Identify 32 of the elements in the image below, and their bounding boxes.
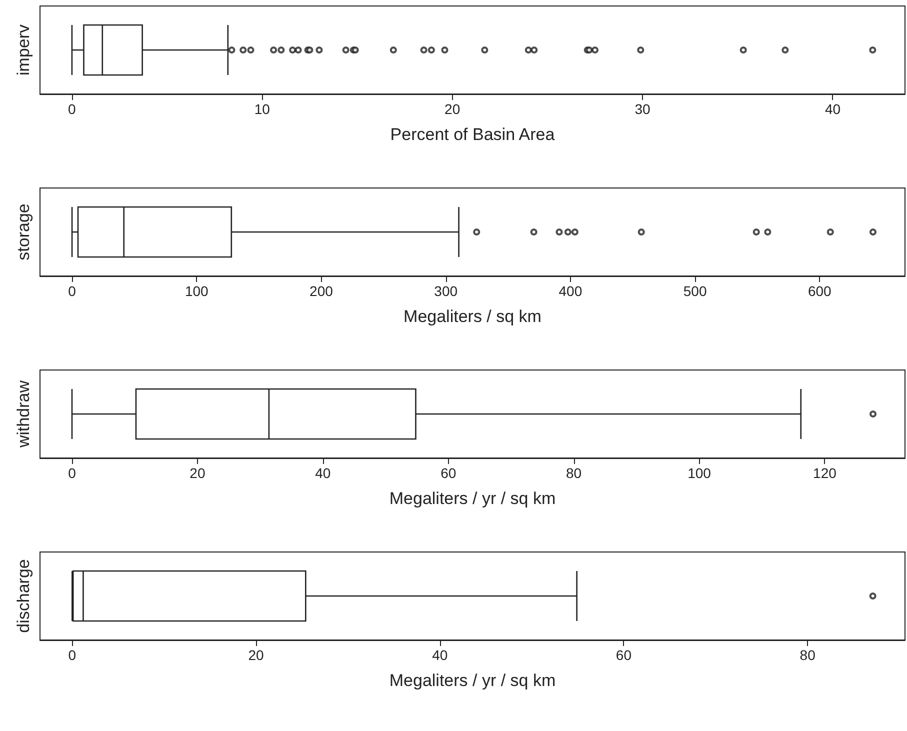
x-tick-label: 60 [616,647,632,663]
x-tick-label: 100 [184,283,209,299]
x-tick-label: 100 [688,465,712,481]
y-tick-label: withdraw [14,380,33,449]
x-tick-label: 0 [68,647,76,663]
x-tick-label: 60 [440,465,456,481]
x-tick-label: 400 [558,283,582,299]
x-tick-label: 10 [254,101,270,117]
x-axis-title: Megaliters / yr / sq km [389,671,556,690]
y-tick-label: storage [14,204,33,260]
x-tick-label: 0 [68,101,76,117]
x-tick-label: 300 [434,283,458,299]
x-tick-label: 30 [634,101,651,117]
y-tick-label: discharge [14,559,33,633]
x-tick-label: 20 [248,647,264,663]
x-tick-label: 40 [824,101,841,117]
x-tick-label: 200 [310,283,334,299]
x-axis-title: Percent of Basin Area [390,125,556,144]
x-tick-label: 80 [566,465,582,481]
x-tick-label: 0 [68,465,76,481]
x-tick-label: 20 [444,101,460,117]
x-tick-label: 600 [808,283,832,299]
x-tick-label: 120 [813,465,837,481]
x-tick-label: 0 [68,283,76,299]
x-tick-label: 40 [432,647,448,663]
x-tick-label: 80 [800,647,816,663]
x-axis-title: Megaliters / sq km [404,307,542,326]
x-tick-label: 40 [315,465,331,481]
x-axis-title: Megaliters / yr / sq km [389,489,556,508]
x-tick-label: 20 [190,465,206,481]
x-tick-label: 500 [683,283,707,299]
y-tick-label: imperv [14,24,33,76]
